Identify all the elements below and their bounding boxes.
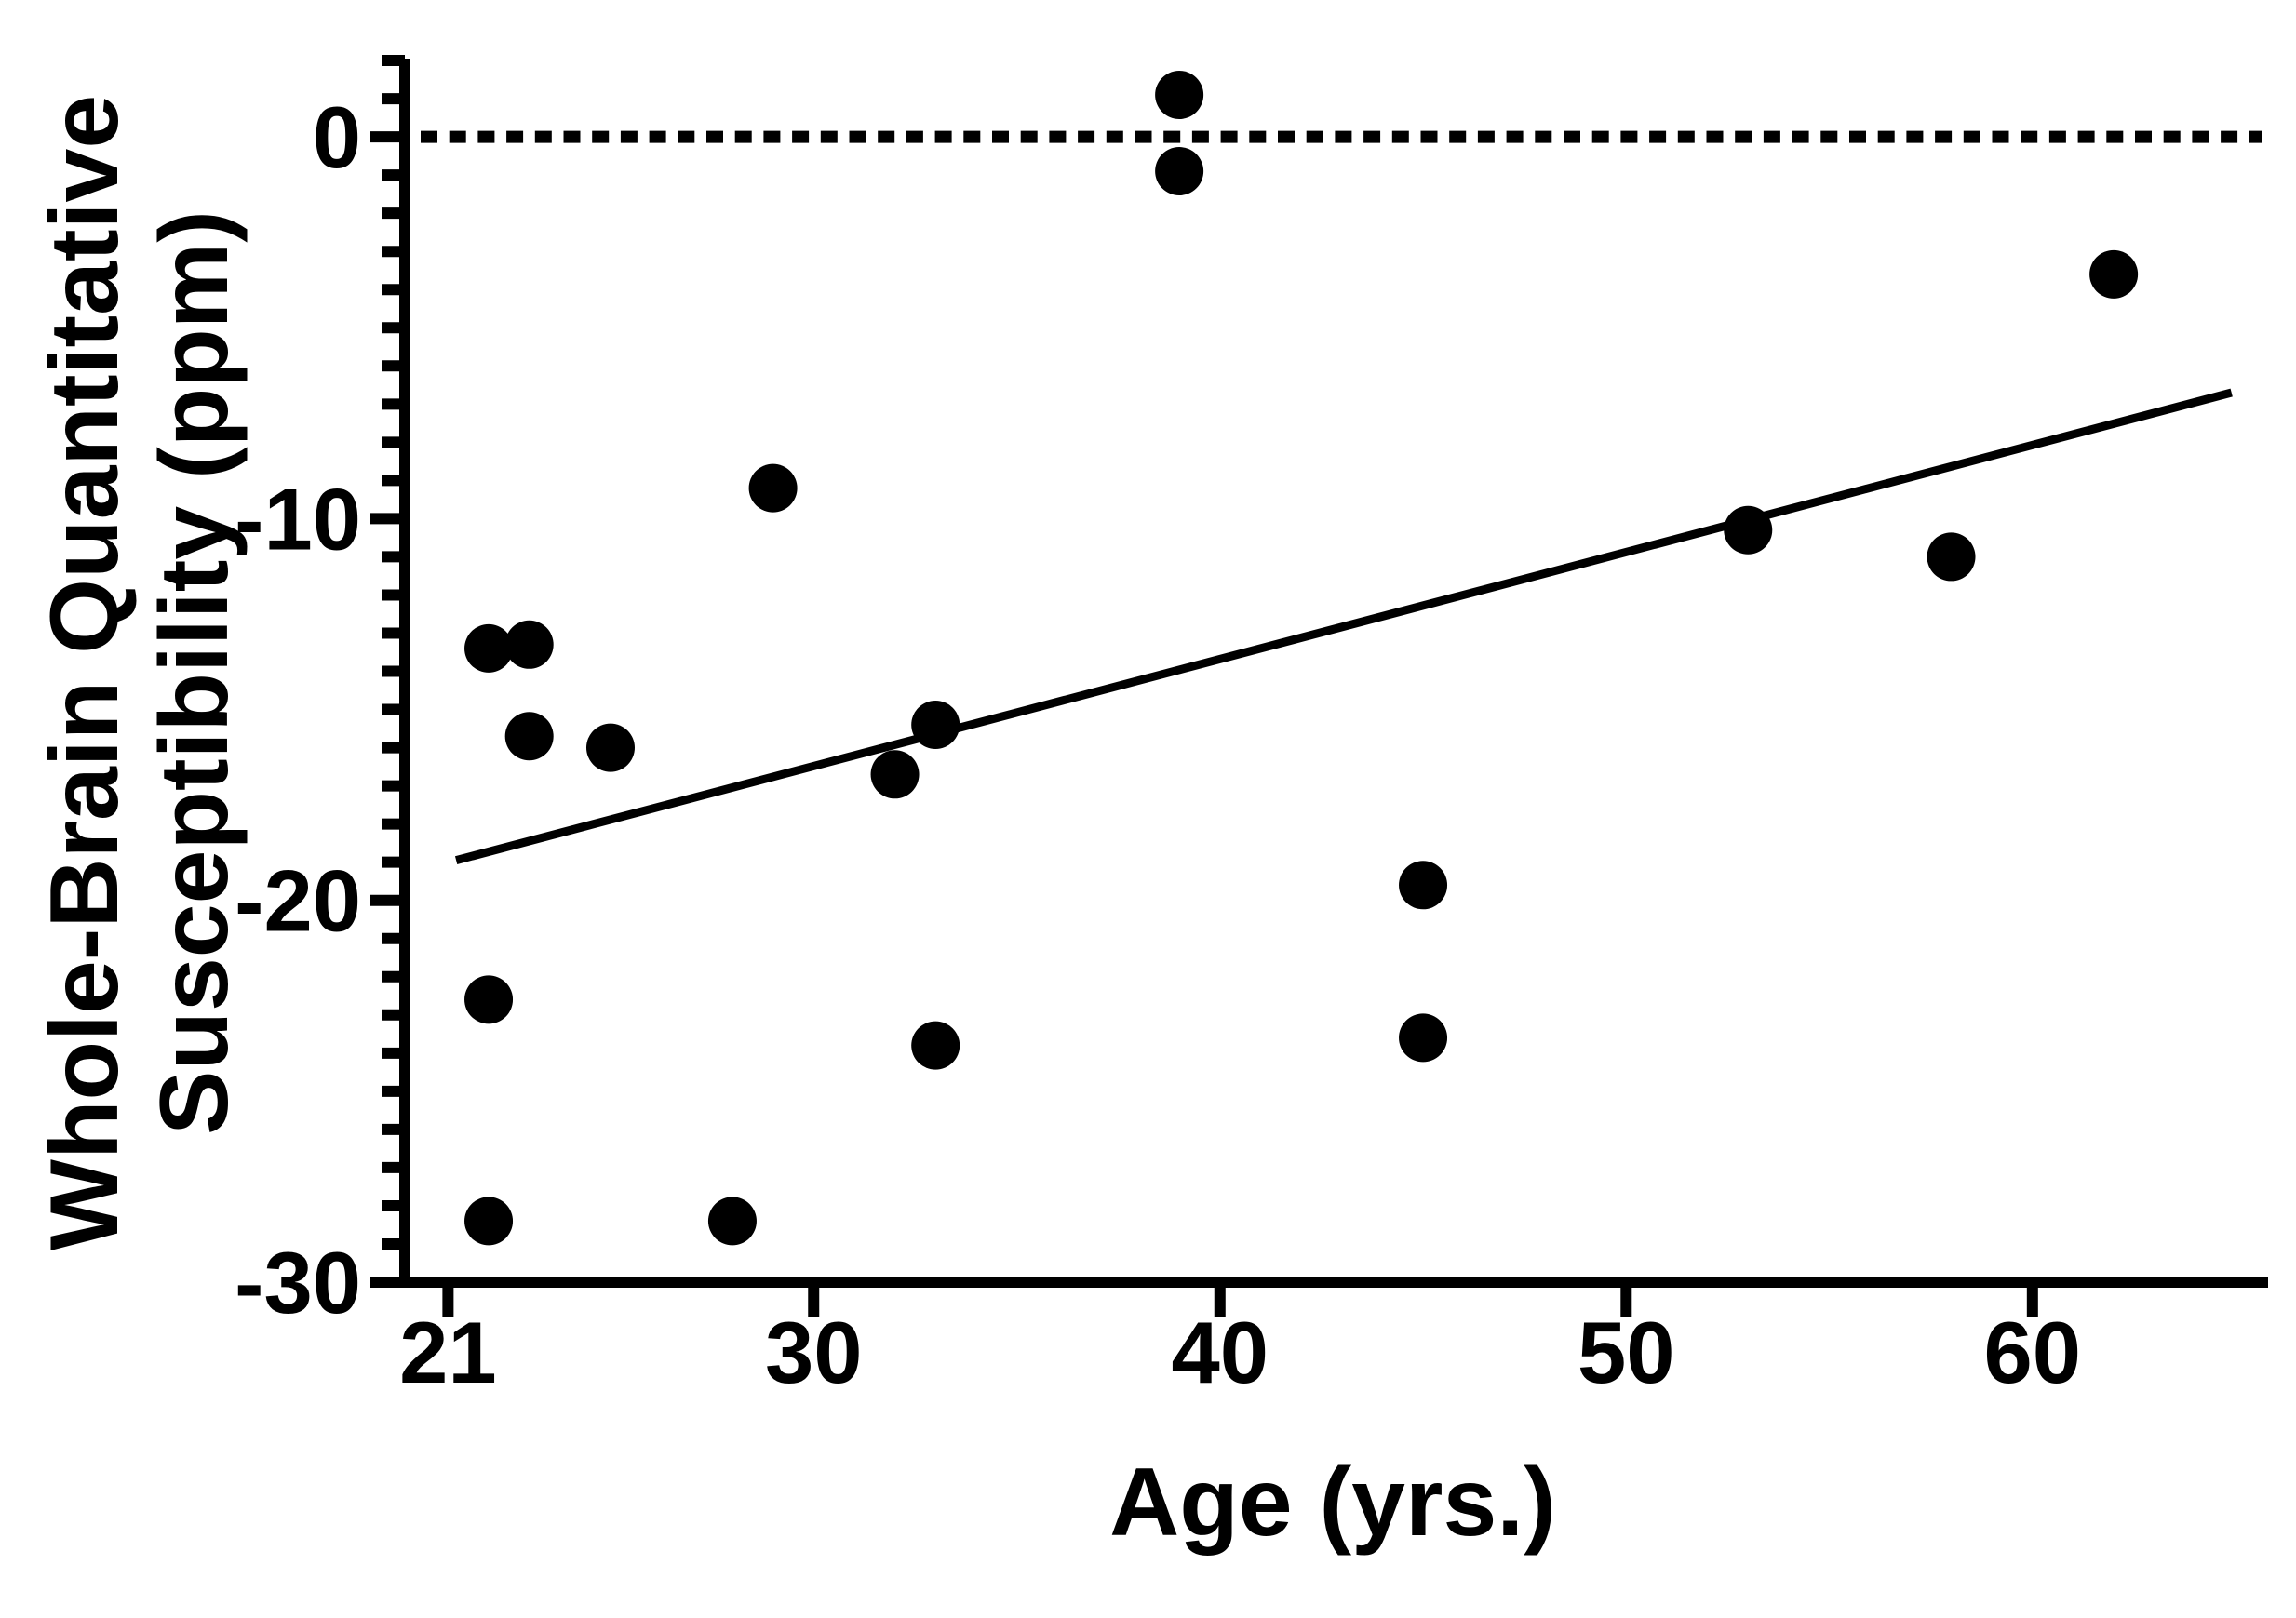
- y-tick-label: -10: [235, 470, 361, 568]
- data-point: [1155, 147, 1204, 196]
- x-axis: 21 30 40 50 60: [399, 1277, 2268, 1401]
- y-tick-label: 0: [313, 88, 361, 186]
- data-points: [464, 70, 2139, 1246]
- data-point: [2089, 249, 2139, 299]
- data-point: [1399, 861, 1448, 910]
- x-tick-label: 60: [1984, 1304, 2082, 1401]
- regression-line: [454, 388, 2233, 864]
- x-tick-label: 30: [765, 1304, 863, 1401]
- data-point: [585, 723, 635, 772]
- x-tick-label: 21: [399, 1304, 497, 1401]
- y-axis: 0 -10 -20 -30: [235, 55, 410, 1331]
- data-point: [464, 975, 514, 1024]
- data-point: [1155, 70, 1204, 119]
- x-tick-label: 40: [1171, 1304, 1269, 1401]
- data-point: [748, 463, 798, 513]
- y-tick-label: -20: [235, 852, 361, 950]
- data-point: [504, 620, 554, 669]
- data-point: [1399, 1013, 1448, 1063]
- data-point: [911, 1021, 960, 1070]
- y-axis-title-line-2: Susceptibility (ppm): [141, 210, 248, 1135]
- data-point: [707, 1197, 757, 1246]
- data-point: [1724, 505, 1773, 555]
- data-point: [870, 750, 920, 799]
- x-tick-label: 50: [1578, 1304, 1675, 1401]
- data-point: [911, 700, 960, 749]
- data-point: [504, 712, 554, 761]
- y-axis-title-line-1: Whole-Brain Quantitative: [31, 95, 139, 1250]
- y-tick-label: -30: [235, 1234, 361, 1331]
- data-point: [464, 623, 514, 673]
- data-point: [1927, 532, 1976, 582]
- data-point: [464, 1197, 514, 1246]
- x-axis-title: Age (yrs.): [1109, 1449, 1556, 1557]
